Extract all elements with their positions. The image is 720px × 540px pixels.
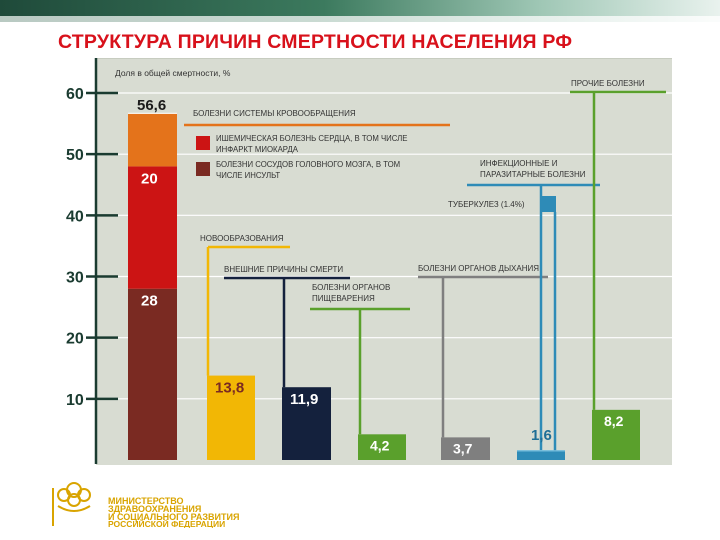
category-label-line1: ИНФЕКЦИОННЫЕ И	[480, 159, 558, 168]
category-label: НОВООБРАЗОВАНИЯ	[200, 234, 284, 243]
category-label-line2: ПИЩЕВАРЕНИЯ	[312, 294, 375, 303]
circulatory-segment-2	[128, 113, 177, 167]
circulatory-segment-label: 20	[141, 170, 158, 187]
y-tick-label: 40	[66, 208, 84, 225]
category-value-label: 8,2	[604, 413, 624, 429]
logo-line3: И СОЦИАЛЬНОГО РАЗВИТИЯ	[108, 512, 239, 522]
legend-swatch	[196, 136, 210, 150]
category-value-label: 4,2	[370, 437, 390, 453]
logo-line1: МИНИСТЕРСТВО	[108, 496, 184, 506]
logo-bar	[52, 488, 54, 526]
legend-label-line1: ИШЕМИЧЕСКАЯ БОЛЕЗНЬ СЕРДЦА, В ТОМ ЧИСЛЕ	[216, 134, 407, 143]
slide-title: СТРУКТУРА ПРИЧИН СМЕРТНОСТИ НАСЕЛЕНИЯ РФ	[58, 31, 573, 53]
top-decorative-band	[0, 0, 720, 22]
y-tick-label: 10	[66, 392, 84, 409]
category-bar	[282, 387, 331, 460]
circulatory-segment-label: 28	[141, 293, 158, 310]
category-bar	[207, 375, 255, 460]
category-bar	[592, 409, 640, 460]
category-bar	[441, 437, 490, 460]
circulatory-total-label: 56,6	[137, 97, 166, 114]
category-value-label: 11,9	[290, 391, 318, 408]
category-label-line1: БОЛЕЗНИ ОРГАНОВ	[312, 283, 390, 292]
category-value-label: 3,7	[453, 440, 473, 456]
tuberculosis-label: ТУБЕРКУЛЕЗ (1.4%)	[448, 200, 525, 209]
infectious-remainder-bar	[517, 450, 565, 452]
circulatory-segment-1	[128, 166, 177, 289]
y-tick-label: 20	[66, 331, 84, 348]
category-label: БОЛЕЗНИ ОРГАНОВ ДЫХАНИЯ	[418, 264, 539, 273]
legend-label-line1: БОЛЕЗНИ СОСУДОВ ГОЛОВНОГО МОЗГА, В ТОМ	[216, 160, 400, 169]
ministry-logo: МИНИСТЕРСТВО ЗДРАВООХРАНЕНИЯ И СОЦИАЛЬНО…	[52, 482, 239, 528]
category-label: ПРОЧИЕ БОЛЕЗНИ	[571, 79, 645, 88]
y-tick-label: 30	[66, 270, 84, 287]
category-label-line2: ПАРАЗИТАРНЫЕ БОЛЕЗНИ	[480, 170, 586, 179]
category-value-label: 1,6	[531, 427, 552, 444]
circulatory-segment-0	[128, 288, 177, 460]
legend-swatch	[196, 162, 210, 176]
y-axis-label: Доля в общей смертности, %	[115, 68, 231, 78]
circulatory-category-label: БОЛЕЗНИ СИСТЕМЫ КРОВООБРАЩЕНИЯ	[193, 109, 356, 118]
logo-line4: РОССИЙСКОЙ ФЕДЕРАЦИИ	[108, 518, 225, 528]
legend-label-line2: ЧИСЛЕ ИНСУЛЬТ	[216, 171, 280, 180]
tuberculosis-marker	[541, 196, 556, 212]
tuberculosis-sub-bar	[517, 451, 565, 460]
legend-label-line2: ИНФАРКТ МИОКАРДА	[216, 145, 299, 154]
category-value-label: 13,8	[215, 380, 244, 397]
category-bar	[358, 434, 406, 460]
y-tick-label: 60	[66, 86, 84, 103]
category-label: ВНЕШНИЕ ПРИЧИНЫ СМЕРТИ	[224, 265, 343, 274]
ministry-emblem-icon	[57, 482, 91, 512]
y-tick-label: 50	[66, 147, 84, 164]
logo-line2: ЗДРАВООХРАНЕНИЯ	[108, 504, 201, 514]
circulatory-total-edge	[128, 112, 177, 114]
